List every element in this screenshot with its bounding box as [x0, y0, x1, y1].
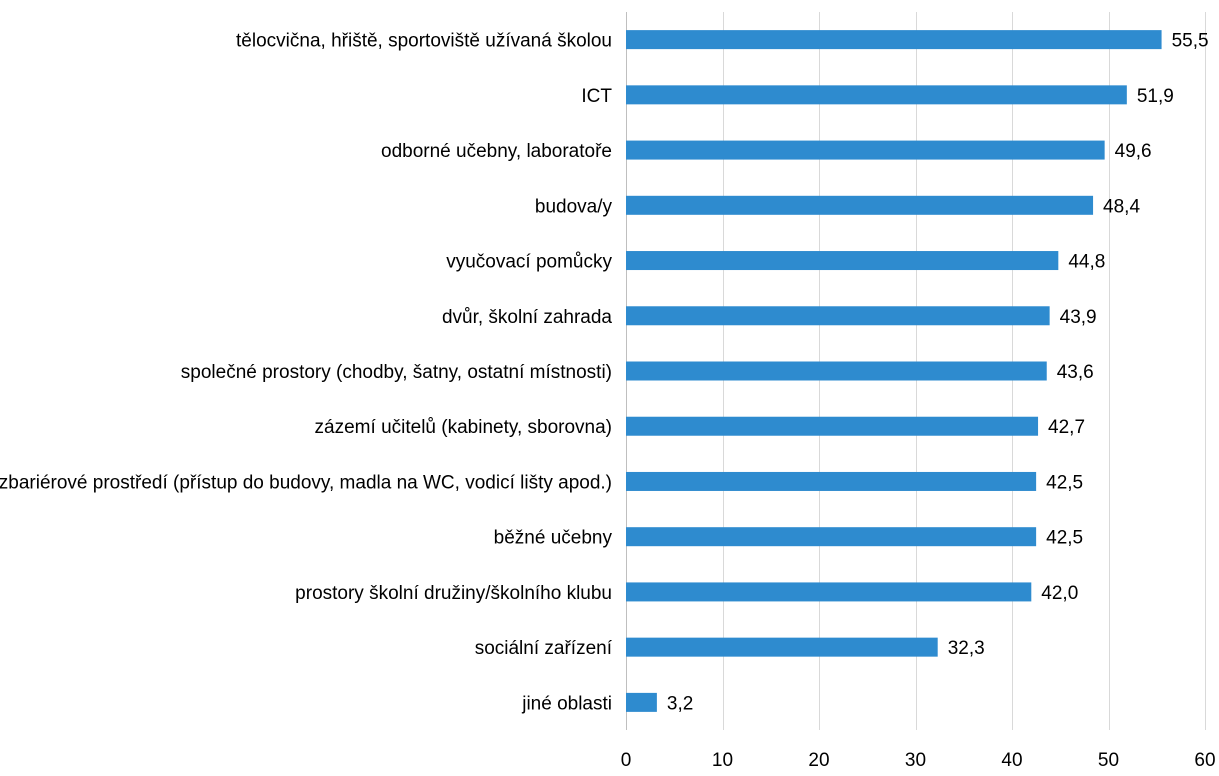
data-label: 32,3	[948, 638, 985, 659]
bar	[626, 306, 1050, 326]
x-tick-label: 10	[712, 750, 733, 771]
x-tick-label: 0	[621, 750, 632, 771]
data-label: 43,6	[1057, 362, 1094, 383]
data-label: 42,5	[1046, 472, 1083, 493]
bar	[626, 527, 1037, 547]
category-label: prostory školní družiny/školního klubu	[295, 583, 612, 604]
data-label: 51,9	[1137, 86, 1174, 107]
bar	[626, 582, 1032, 602]
category-label: budova/y	[535, 196, 613, 217]
data-label: 55,5	[1172, 31, 1209, 52]
x-tick-label: 60	[1194, 750, 1215, 771]
category-label: bezbariérové prostředí (přístup do budov…	[0, 472, 612, 493]
data-label: 42,0	[1041, 583, 1078, 604]
data-label: 42,7	[1048, 417, 1085, 438]
data-label: 43,9	[1060, 307, 1097, 328]
bars	[626, 30, 1162, 712]
bar	[626, 85, 1127, 105]
data-label: 44,8	[1068, 252, 1105, 273]
category-label: tělocvična, hřiště, sportoviště užívaná …	[236, 31, 612, 52]
category-label: zázemí učitelů (kabinety, sborovna)	[315, 417, 612, 438]
bar	[626, 251, 1059, 271]
category-label: společné prostory (chodby, šatny, ostatn…	[181, 362, 612, 383]
category-label: jiné oblasti	[521, 693, 612, 714]
bar	[626, 30, 1162, 50]
bar	[626, 471, 1037, 491]
bar	[626, 416, 1039, 436]
x-tick-label: 40	[1001, 750, 1022, 771]
x-axis-tick-labels: 0 10 20 30 40 50 60	[621, 750, 1216, 771]
value-labels: 55,5 51,9 49,6 48,4 44,8 43,9 43,6 42,7 42,5 42,5…	[667, 31, 1209, 715]
category-label: sociální zařízení	[475, 638, 613, 659]
data-label: 3,2	[667, 693, 693, 714]
bar	[626, 361, 1047, 381]
category-label: odborné učebny, laboratoře	[381, 141, 612, 162]
category-label: dvůr, školní zahrada	[442, 307, 612, 328]
data-label: 48,4	[1103, 196, 1140, 217]
category-label: běžné učebny	[494, 528, 613, 549]
category-label: vyučovací pomůcky	[446, 252, 612, 273]
bar	[626, 637, 938, 657]
category-label: ICT	[581, 86, 612, 107]
data-label: 42,5	[1046, 528, 1083, 549]
bar	[626, 140, 1105, 160]
x-tick-label: 30	[905, 750, 926, 771]
data-label: 49,6	[1115, 141, 1152, 162]
category-labels: tělocvična, hřiště, sportoviště užívaná …	[0, 31, 613, 715]
x-tick-label: 20	[808, 750, 829, 771]
bar	[626, 195, 1094, 215]
x-tick-label: 50	[1098, 750, 1119, 771]
bar	[626, 692, 657, 712]
